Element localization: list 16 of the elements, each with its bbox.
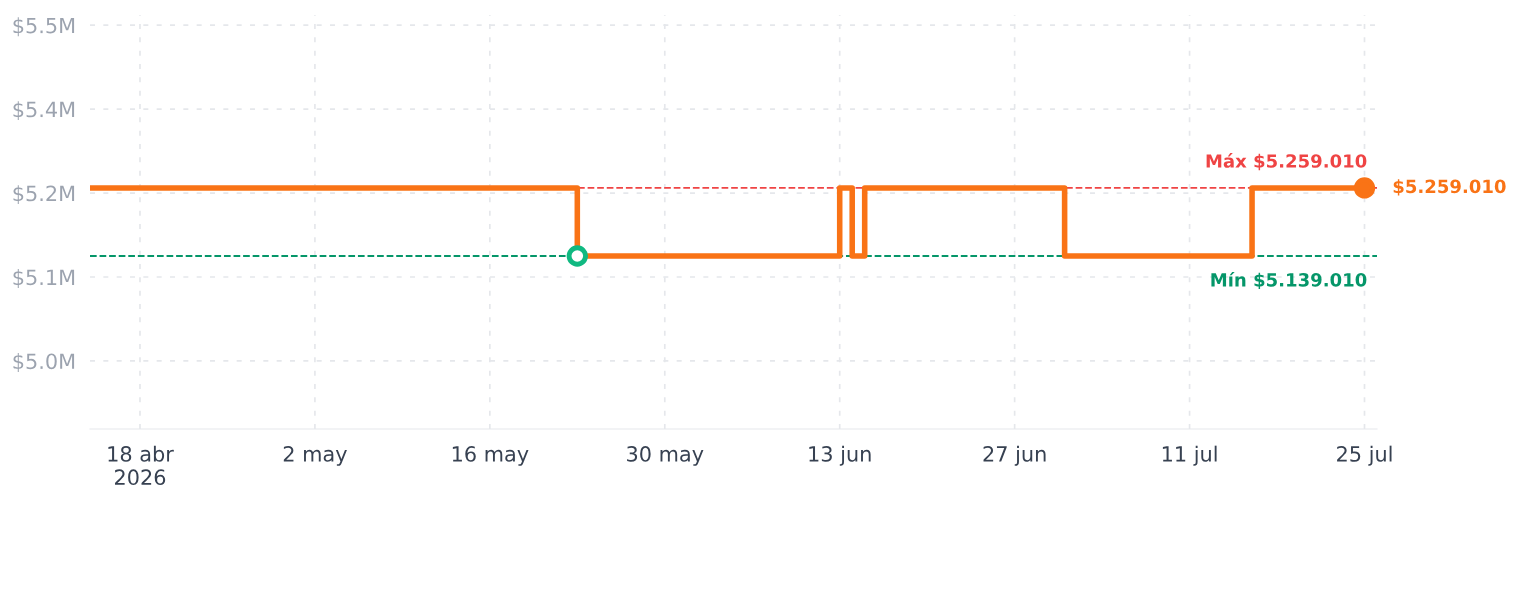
y-tick-label: $5.1M [13, 269, 75, 288]
y-tick-label: $5.4M [13, 101, 75, 121]
ref-line-label: Máx $5.259.010 [1206, 153, 1367, 171]
x-tick-label: 13 jun [809, 445, 871, 466]
y-tick-label: $5.5M [13, 17, 75, 37]
ref-line-label: Mín $5.139.010 [1211, 271, 1367, 290]
annotation: $5.259.010 [1393, 179, 1506, 196]
x-tick-label: 18 abr 2026 [108, 445, 174, 486]
x-tick-label: 27 jun [983, 445, 1046, 466]
x-tick-label: 25 jul [1337, 445, 1392, 466]
x-tick-label: 16 may [452, 446, 529, 466]
x-tick-label: 30 may [627, 446, 704, 466]
y-tick-label: $5.0M [13, 353, 75, 372]
x-tick-label: 2 may [283, 446, 347, 466]
x-tick-label: 11 jul [1162, 445, 1217, 466]
y-tick-label: $5.2M [13, 185, 75, 205]
